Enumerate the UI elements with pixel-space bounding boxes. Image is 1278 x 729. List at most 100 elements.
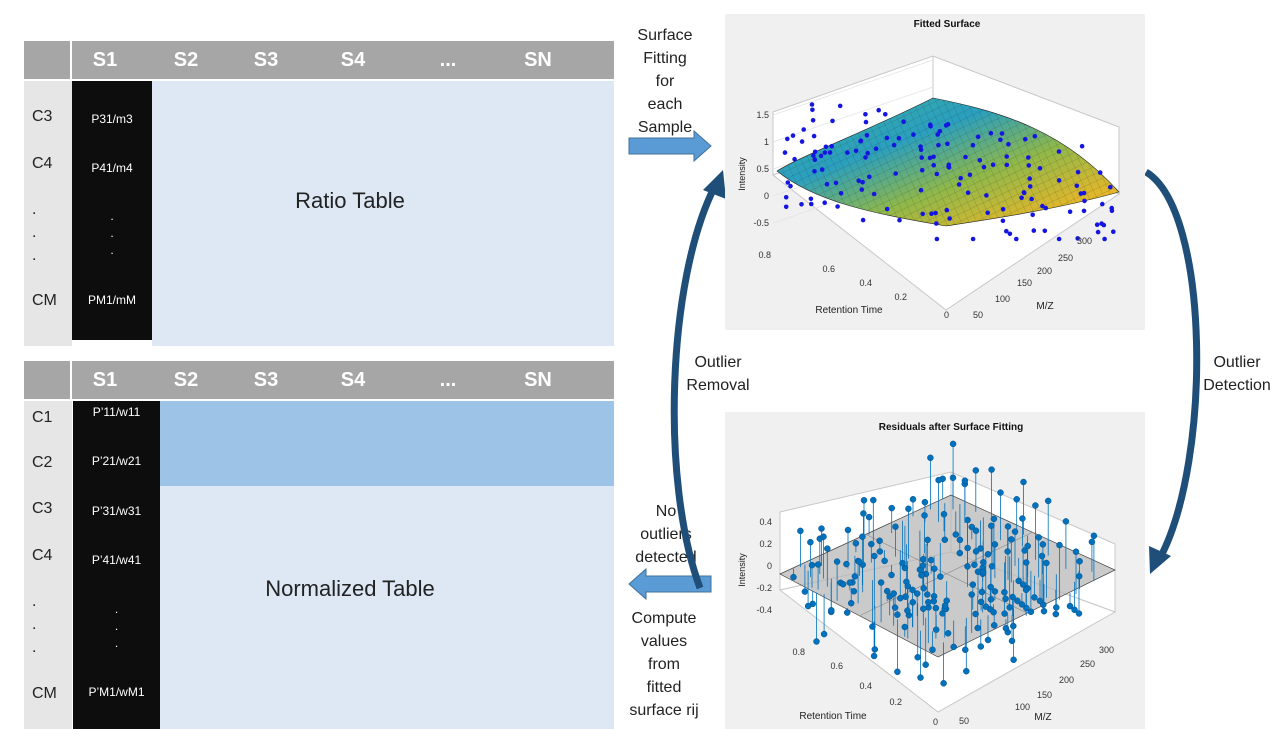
fitted-point <box>1075 169 1081 175</box>
residual-point <box>991 588 999 595</box>
residual-z-tick: -0.4 <box>756 605 772 615</box>
fitted-x-tick: 0.8 <box>758 250 771 260</box>
fitted-point <box>783 204 789 210</box>
residual-point <box>919 562 926 570</box>
residual-point <box>1039 541 1047 548</box>
fitted-point <box>984 193 989 198</box>
residual-point <box>1071 606 1078 614</box>
residual-point <box>888 571 895 579</box>
fitted-point <box>975 134 981 139</box>
fitted-point <box>811 153 816 158</box>
fitted-point <box>1111 229 1116 234</box>
label-line: Outlier <box>694 354 742 371</box>
fitted-point <box>1108 184 1113 190</box>
residual-point <box>1002 595 1009 603</box>
norm-cell: . <box>114 602 119 616</box>
residual-z-tick: -0.2 <box>756 583 772 593</box>
normalized-table-body <box>160 486 614 729</box>
fitted-point <box>865 150 870 156</box>
ratio-cell: . <box>110 209 114 223</box>
residual-point <box>988 466 995 473</box>
fitted-point <box>928 122 933 127</box>
fitted-point <box>1026 163 1032 168</box>
fitted-point <box>1082 198 1087 204</box>
fitted-point <box>827 150 833 155</box>
label-line: Compute <box>631 610 697 627</box>
residual-point <box>883 587 891 595</box>
norm-cell: P’21/w21 <box>91 454 142 468</box>
residual-point <box>1056 541 1063 549</box>
residual-point <box>871 646 879 653</box>
label-line: Fitting <box>643 50 687 67</box>
residual-point <box>870 652 878 660</box>
fitted-point <box>1075 236 1080 241</box>
fitted-point <box>947 216 952 221</box>
residual-point <box>891 604 899 611</box>
residual-point <box>920 605 927 612</box>
ratio-row-label: . <box>32 201 37 218</box>
residual-point <box>876 537 883 545</box>
fitted-point <box>970 236 976 242</box>
fitted-point <box>919 155 924 160</box>
fitted-point <box>819 167 825 172</box>
residual-point <box>979 568 987 576</box>
residual-point <box>888 504 895 512</box>
residual-point <box>974 624 981 632</box>
fitted-point <box>967 172 973 178</box>
residual-point <box>927 556 935 564</box>
residual-point <box>972 548 980 555</box>
normalized-row-labels: C1 C2 C3 C4 . . . CM <box>24 401 72 729</box>
fitted-point <box>1056 236 1062 242</box>
residual-point <box>1006 604 1013 611</box>
residual-point <box>860 510 867 517</box>
norm-row-label: C2 <box>32 454 53 471</box>
fitted-point <box>1032 134 1038 139</box>
residual-point <box>894 668 901 676</box>
ratio-table-corner <box>24 41 72 79</box>
fitted-point <box>981 164 987 170</box>
fitted-point <box>897 217 902 223</box>
residual-point <box>839 580 847 588</box>
fitted-point <box>785 136 790 142</box>
residual-point <box>927 454 934 462</box>
residual-point <box>894 611 901 618</box>
fitted-point <box>801 127 806 132</box>
fitted-point <box>1074 183 1080 189</box>
fitted-point <box>990 162 996 167</box>
fitted-point <box>963 154 968 160</box>
residual-point <box>1014 597 1021 604</box>
residual-point <box>1062 518 1070 525</box>
residual-point <box>1008 637 1016 645</box>
fitted-x-tick: 0 <box>944 310 949 320</box>
residual-point <box>1024 542 1031 550</box>
residual-point <box>856 558 863 566</box>
norm-cell: . <box>114 619 119 633</box>
fitted-point <box>810 107 815 113</box>
residual-z-tick: 0.2 <box>759 539 772 549</box>
fitted-point <box>927 155 933 161</box>
residual-point <box>1076 558 1083 565</box>
residual-point <box>935 476 942 484</box>
fitted-point <box>1081 190 1087 196</box>
fitted-x-axis-label: Retention Time <box>815 305 883 316</box>
fitted-y-tick: 50 <box>973 310 983 320</box>
residual-x-tick: 0.2 <box>889 697 902 707</box>
residual-point <box>1038 552 1046 560</box>
residual-point <box>987 583 994 591</box>
fitted-point <box>1081 208 1087 214</box>
fitted-point <box>812 157 818 162</box>
ratio-cell: . <box>110 226 114 240</box>
normalized-highlight-band <box>160 401 614 486</box>
fitted-point <box>812 149 818 155</box>
fitted-point <box>977 158 983 163</box>
residual-x-tick: 0.6 <box>830 661 843 671</box>
ratio-col-s1: S1 <box>92 49 118 71</box>
residual-point <box>820 630 828 638</box>
residual-y-axis-label: M/Z <box>1034 712 1051 723</box>
fitted-z-tick: 1.5 <box>756 110 769 120</box>
fitted-point <box>1019 195 1024 200</box>
residual-point <box>890 590 897 597</box>
label-line: Sample <box>637 119 693 136</box>
residual-point <box>972 527 980 534</box>
ratio-row-label: C4 <box>32 155 53 172</box>
